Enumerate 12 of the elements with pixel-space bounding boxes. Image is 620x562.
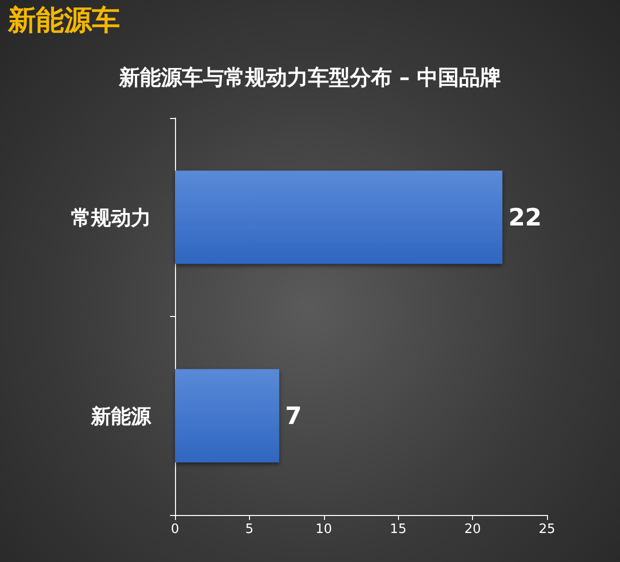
x-tick-label: 0 xyxy=(170,522,180,537)
x-tick-label: 20 xyxy=(464,522,481,537)
x-tick-label: 15 xyxy=(390,522,406,537)
data-label: 7 xyxy=(285,402,302,430)
chart-title: 新能源车与常规动力车型分布 – 中国品牌 xyxy=(118,66,502,90)
x-tick-label: 5 xyxy=(245,522,254,537)
data-label: 22 xyxy=(508,203,542,232)
x-tick-label: 10 xyxy=(316,522,332,537)
y-tick-label: 新能源 xyxy=(90,404,152,428)
y-tick-label: 常规动力 xyxy=(71,205,151,230)
x-tick-label: 25 xyxy=(538,522,556,537)
text: 新能源车 xyxy=(7,4,120,36)
